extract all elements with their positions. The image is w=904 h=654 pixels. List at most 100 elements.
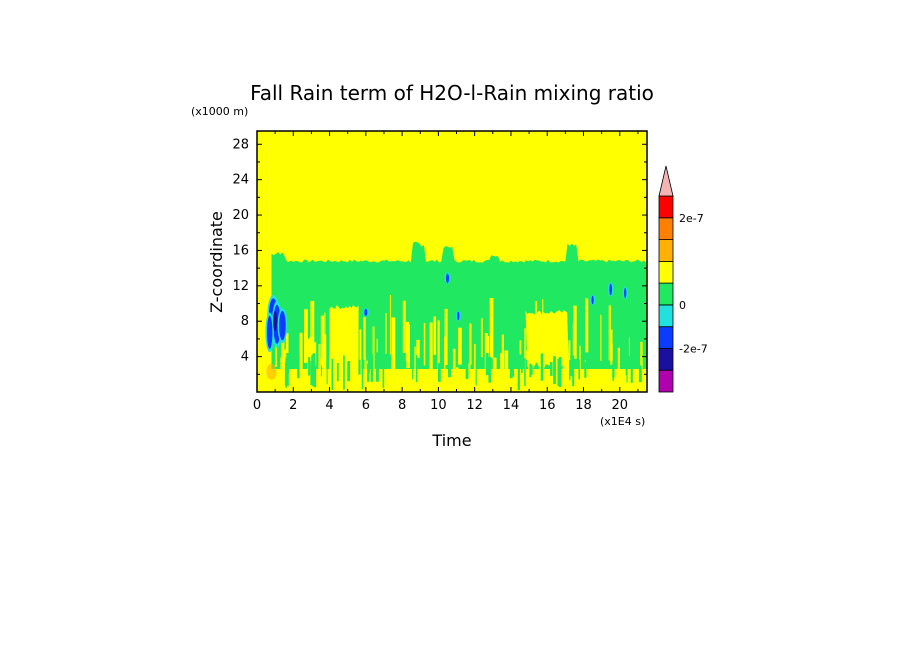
contour-streak: [350, 347, 353, 363]
contour-streak: [550, 362, 553, 376]
contour-streak: [361, 353, 364, 389]
contour-streak: [280, 357, 284, 379]
x-tick-label: 16: [539, 398, 556, 413]
x-tick-label: 20: [612, 398, 629, 413]
contour-streak: [558, 357, 562, 387]
contour-streak: [423, 323, 426, 366]
y-tick-label: 16: [232, 243, 249, 258]
contour-streak: [433, 316, 437, 355]
contour-streak: [585, 298, 589, 353]
contour-streak: [429, 322, 433, 373]
contour-streak: [500, 353, 503, 376]
contour-streak: [542, 299, 544, 360]
contour-streak: [528, 351, 532, 363]
contour-streak: [524, 328, 526, 377]
contour-streak: [562, 330, 566, 372]
contour-streak: [480, 318, 483, 358]
contour-streak: [320, 315, 324, 369]
contour-streak: [540, 353, 544, 381]
contour-streak: [557, 358, 560, 386]
contour-streak: [320, 358, 322, 371]
y-tick-label: 20: [232, 208, 249, 223]
contour-streak: [550, 312, 552, 356]
colorbar-swatch: [658, 260, 674, 284]
contour-patch: [266, 363, 277, 380]
contour-streak: [402, 300, 406, 353]
contour-streak: [529, 363, 532, 378]
contour-core: [273, 311, 278, 332]
contour-streak: [324, 312, 326, 358]
contour-streak: [579, 345, 581, 377]
plot-frame: [256, 130, 648, 393]
contour-streak: [626, 353, 628, 383]
colorbar-tick-label: 0: [679, 299, 686, 312]
contour-streak: [630, 365, 633, 383]
contour-streak: [297, 353, 300, 379]
contour-core: [267, 315, 273, 349]
contour-streak: [308, 337, 311, 367]
contour-streak: [584, 361, 587, 378]
contour-streak: [638, 365, 642, 383]
contour-streak: [347, 361, 351, 382]
contour-streak: [553, 356, 556, 384]
contour-streak: [456, 367, 459, 377]
contour-streak: [517, 364, 520, 391]
contour-streak: [437, 320, 440, 377]
contour-streak: [368, 357, 370, 373]
y-tick-label: 4: [241, 350, 249, 365]
contour-streak: [326, 355, 328, 385]
contour-streak: [608, 329, 613, 360]
colorbar-swatch: [658, 282, 674, 306]
colorbar-swatch: [658, 326, 674, 349]
contour-streak: [312, 353, 316, 375]
x-tick-label: 6: [362, 398, 370, 413]
contour-streak: [346, 311, 351, 358]
contour-streak: [359, 329, 362, 374]
colorbar-swatch: [658, 304, 674, 328]
x-axis-unit: (x1E4 s): [600, 415, 645, 428]
contour-streak: [504, 350, 509, 373]
contour-streak: [318, 344, 321, 374]
contour-streak: [313, 365, 317, 388]
contour-streak: [358, 359, 361, 375]
contour-streak: [364, 357, 367, 375]
contour-streak: [485, 353, 489, 376]
y-tick-label: 28: [232, 137, 249, 152]
colorbar-swatch: [658, 195, 674, 219]
contour-streak: [640, 341, 643, 376]
contour-streak: [501, 334, 504, 377]
contour-streak: [625, 357, 627, 376]
contour-streak: [526, 350, 528, 360]
y-axis-label: Z-coordinate: [207, 211, 226, 313]
contour-streak: [299, 332, 303, 376]
contour-streak: [528, 361, 530, 374]
contour-streak: [406, 324, 410, 369]
contour-streak: [416, 339, 420, 358]
contour-streak: [475, 359, 477, 386]
contour-streak: [412, 362, 414, 380]
contour-streak: [600, 314, 602, 361]
contour-streak: [444, 341, 448, 356]
contour-streak: [310, 361, 313, 386]
contour-streak: [370, 354, 374, 382]
x-tick-label: 18: [575, 398, 592, 413]
contour-streak: [375, 352, 379, 382]
x-tick-label: 0: [253, 398, 261, 413]
contour-core: [457, 311, 460, 321]
contour-streak: [535, 301, 538, 361]
contour-streak: [336, 363, 339, 382]
colorbar-swatch: [658, 217, 674, 241]
contour-streak: [531, 365, 533, 375]
y-tick-label: 12: [232, 279, 249, 294]
contour-region-gap-2: [525, 310, 569, 372]
colorbar-swatch: [658, 369, 674, 393]
contour-streak: [552, 321, 557, 355]
contour-streak: [572, 323, 576, 358]
x-tick-label: 8: [398, 398, 406, 413]
y-axis-unit: (x1000 m): [191, 105, 248, 118]
colorbar-overflow-arrow: [658, 165, 674, 197]
contour-streak: [572, 355, 575, 387]
contour-streak: [281, 349, 286, 374]
x-tick-label: 4: [325, 398, 333, 413]
